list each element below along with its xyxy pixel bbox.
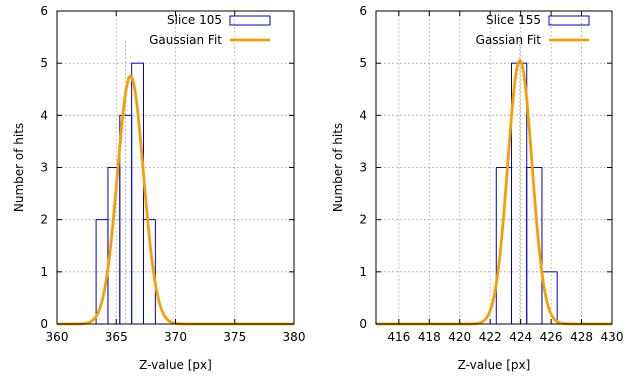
legend-swatch-histogram [548, 15, 590, 26]
y-tick-label: 1 [40, 265, 48, 279]
x-axis-label: Z-value [px] [458, 358, 531, 372]
y-tick-label: 6 [359, 4, 367, 18]
x-tick-label: 370 [164, 330, 187, 344]
legend-entry-histogram: Slice 155 [486, 13, 541, 27]
legend-entry-fit: Gassian Fit [476, 33, 542, 47]
x-tick-label: 416 [387, 330, 410, 344]
y-tick-label: 0 [40, 317, 48, 331]
legend-entry-histogram: Slice 105 [167, 13, 222, 27]
x-tick-label: 428 [570, 330, 593, 344]
y-tick-label: 2 [359, 213, 367, 227]
y-tick-label: 4 [40, 108, 48, 122]
y-tick-label: 2 [40, 213, 48, 227]
x-tick-label: 365 [105, 330, 128, 344]
y-tick-label: 0 [359, 317, 367, 331]
y-tick-label: 5 [359, 56, 367, 70]
chart-panel-left: 360 365 370 375 380 0 1 2 3 4 5 6 Z-value [px] Number… [12, 4, 305, 372]
gaussian-fit-line [375, 59, 613, 326]
y-tick-label: 5 [40, 56, 48, 70]
x-tick-label: 380 [283, 330, 306, 344]
chart-panel-right: 416 418 420 422 424 426 428 430 0 1 2 3 4 5 6 Z-value [… [331, 4, 623, 372]
x-tick-label: 375 [223, 330, 246, 344]
x-tick-label: 420 [448, 330, 471, 344]
x-tick-label: 430 [601, 330, 624, 344]
y-tick-label: 6 [40, 4, 48, 18]
x-axis-label: Z-value [px] [139, 358, 212, 372]
y-tick-label: 1 [359, 265, 367, 279]
histogram-bar [495, 167, 513, 325]
x-tick-label: 426 [540, 330, 563, 344]
x-tick-label: 424 [509, 330, 532, 344]
y-axis-label: Number of hits [12, 123, 26, 212]
x-tick-label: 418 [418, 330, 441, 344]
x-tick-label: 360 [46, 330, 69, 344]
y-tick-label: 3 [40, 161, 48, 175]
legend-entry-fit: Gaussian Fit [149, 33, 222, 47]
y-tick-label: 3 [359, 161, 367, 175]
x-tick-label: 422 [479, 330, 502, 344]
legend-swatch-histogram [229, 15, 271, 26]
y-axis-label: Number of hits [331, 123, 345, 212]
y-tick-label: 4 [359, 108, 367, 122]
